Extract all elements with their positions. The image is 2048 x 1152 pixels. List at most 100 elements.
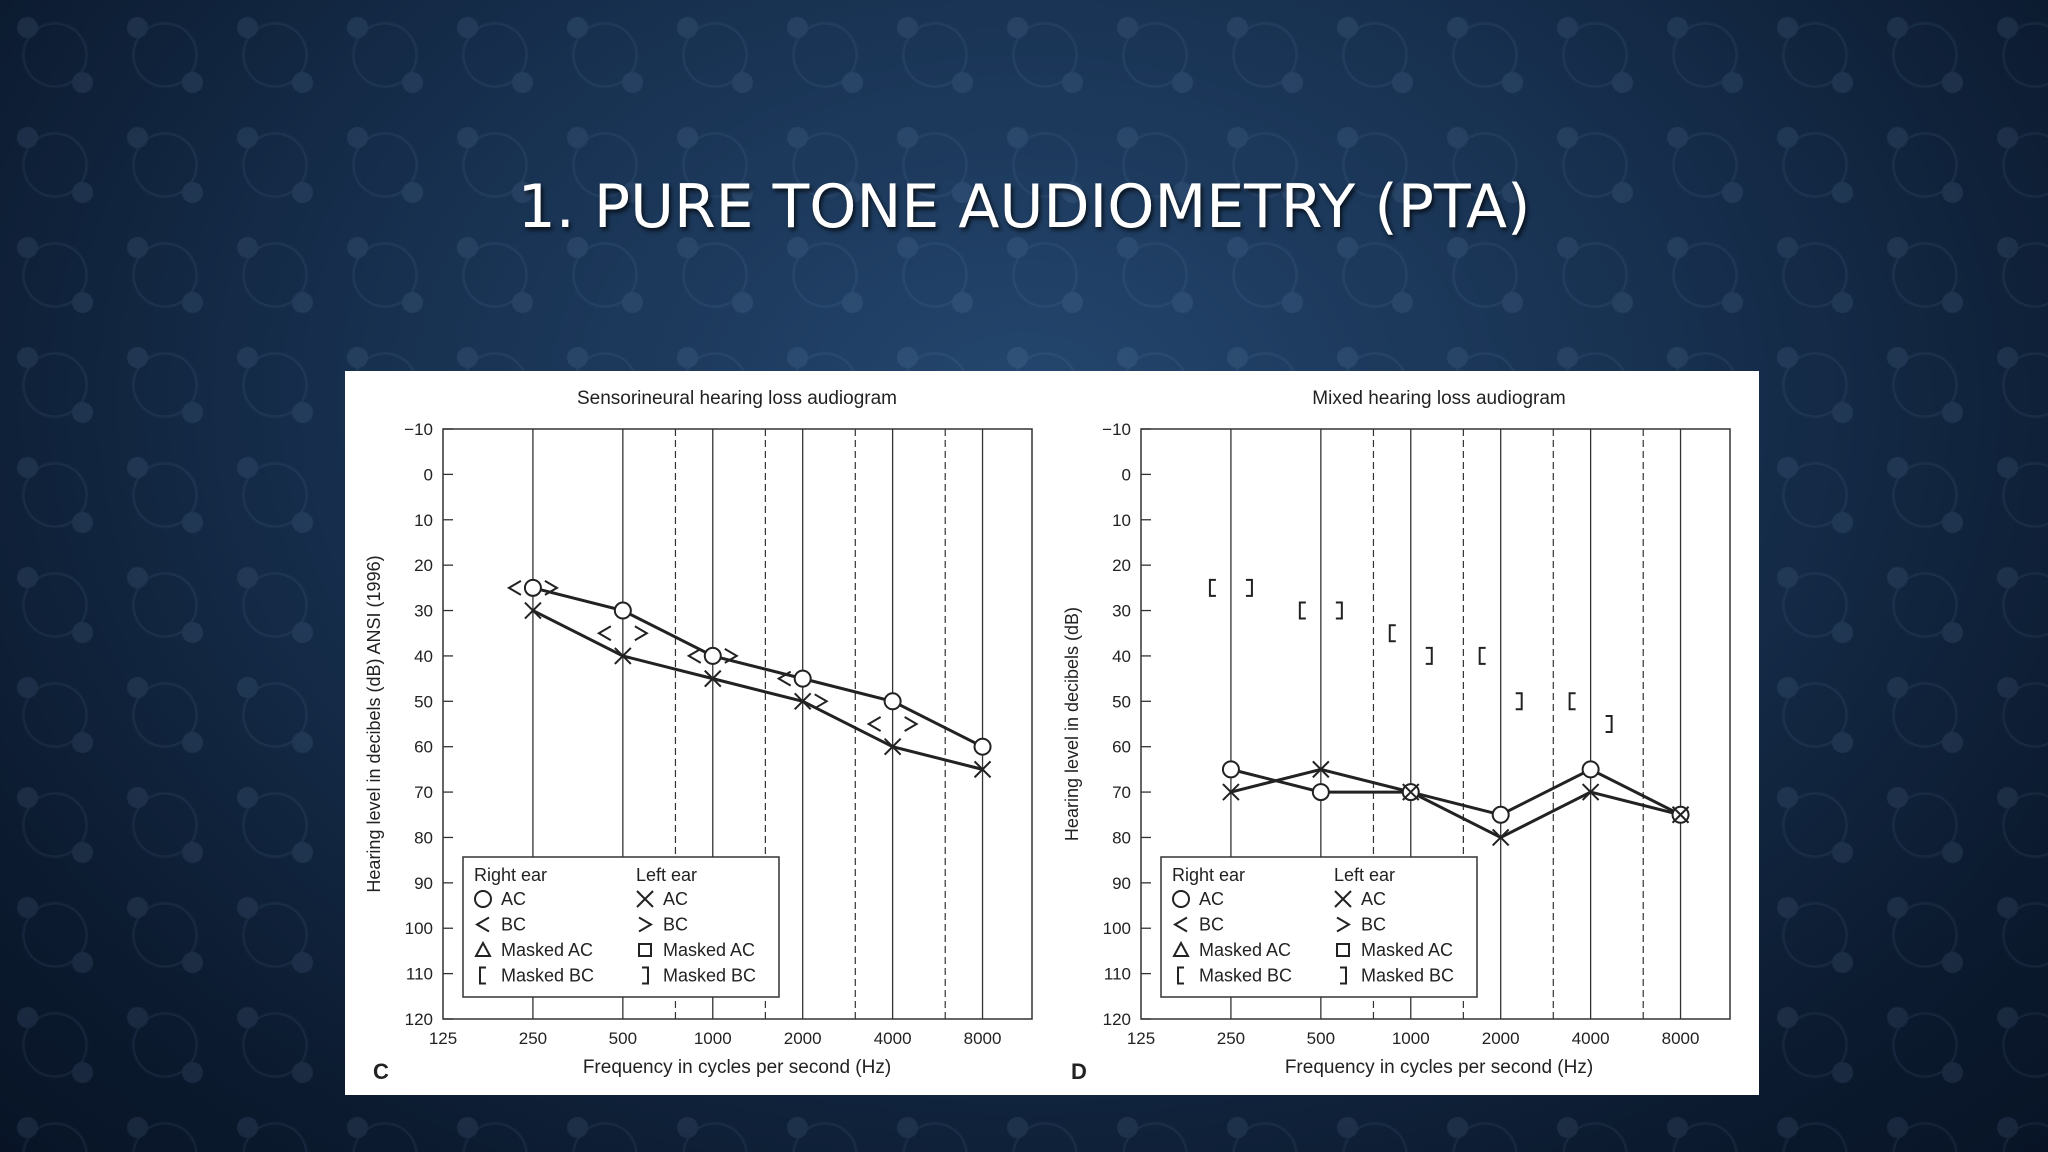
y-tick-label: 10 <box>1112 511 1131 530</box>
legend-symbol <box>638 943 652 957</box>
x-tick-label: 250 <box>1217 1029 1245 1048</box>
legend-box <box>1160 856 1478 998</box>
data-point-circle <box>523 578 542 597</box>
legend-header-left-ear: Left ear <box>1334 865 1395 885</box>
y-tick-label: 50 <box>414 692 433 711</box>
legend-item-label: AC <box>501 889 526 909</box>
data-point-gt <box>544 579 559 596</box>
y-tick-label: 20 <box>414 556 433 575</box>
data-point-gt <box>814 693 829 710</box>
legend-item-label: Masked AC <box>663 940 755 960</box>
data-point-circle <box>703 646 722 665</box>
x-tick-label: 4000 <box>1572 1029 1610 1048</box>
series-line <box>532 609 983 771</box>
data-point-lbracket <box>1478 646 1486 665</box>
legend-symbol <box>1336 943 1350 957</box>
y-tick-label: 10 <box>414 511 433 530</box>
data-point-cross <box>704 669 722 688</box>
legend-symbol <box>636 890 654 908</box>
y-tick-label: 100 <box>1103 919 1131 938</box>
data-point-cross <box>1491 828 1510 847</box>
y-tick-label: −10 <box>1102 420 1131 439</box>
panel-letter: C <box>373 1059 389 1084</box>
data-point-circle <box>1581 760 1600 779</box>
x-tick-label: 250 <box>519 1029 547 1048</box>
legend-symbol <box>475 916 490 933</box>
legend-item-label: Masked BC <box>1199 966 1292 986</box>
y-tick-label: 20 <box>1112 556 1131 575</box>
y-tick-label: 60 <box>1112 738 1131 757</box>
legend-item-label: Masked BC <box>501 966 594 986</box>
data-point-lbracket <box>1388 624 1396 643</box>
data-point-cross <box>1671 806 1690 824</box>
data-point-cross <box>1402 783 1420 801</box>
legend-symbol <box>479 966 486 985</box>
legend-item-label: Masked AC <box>1199 940 1291 960</box>
legend-symbol <box>1336 916 1351 933</box>
data-point-circle <box>1221 760 1240 779</box>
x-tick-label: 1000 <box>1392 1029 1430 1048</box>
legend-symbol <box>1177 966 1184 985</box>
x-axis-label: Frequency in cycles per second (Hz) <box>1285 1057 1593 1078</box>
data-point-lt <box>866 716 882 732</box>
data-point-lt <box>776 670 792 687</box>
data-point-circle <box>883 692 902 711</box>
series-line <box>1230 767 1681 840</box>
x-tick-label: 500 <box>1307 1029 1335 1048</box>
data-point-cross <box>1222 783 1240 801</box>
legend-symbol <box>638 916 653 933</box>
x-tick-label: 125 <box>429 1029 457 1048</box>
legend-symbol <box>474 890 492 908</box>
data-point-circle <box>1491 805 1510 824</box>
data-point-lt <box>596 625 612 642</box>
data-point-circle <box>613 601 632 620</box>
data-point-cross <box>524 601 542 620</box>
y-tick-label: 80 <box>1112 828 1131 847</box>
legend-header-left-ear: Left ear <box>636 865 697 885</box>
panel-letter: D <box>1071 1059 1087 1084</box>
y-tick-label: 70 <box>1112 783 1131 802</box>
data-point-gt <box>904 716 919 732</box>
data-point-cross <box>1581 783 1600 801</box>
data-point-lt <box>686 648 702 664</box>
chart-title: Mixed hearing loss audiogram <box>1312 388 1565 409</box>
data-point-cross <box>793 692 812 711</box>
x-tick-label: 1000 <box>694 1029 732 1048</box>
y-tick-label: 110 <box>1104 965 1131 984</box>
y-tick-label: 0 <box>1122 465 1131 484</box>
legend-symbol <box>474 940 492 957</box>
data-point-rbracket <box>1335 601 1343 620</box>
legend-symbol <box>1173 916 1188 933</box>
chart-title: Sensorineural hearing loss audiogram <box>577 388 897 409</box>
y-tick-label: 100 <box>405 919 433 938</box>
x-tick-label: 8000 <box>1662 1029 1700 1048</box>
legend-box <box>462 856 780 998</box>
y-tick-label: 40 <box>1112 647 1131 666</box>
y-tick-label: 110 <box>406 965 433 984</box>
legend-symbol <box>1172 940 1190 957</box>
legend-header-right-ear: Right ear <box>474 865 547 885</box>
legend-item-label: BC <box>1361 915 1386 935</box>
y-tick-label: 60 <box>414 738 433 757</box>
plot-frame <box>442 428 1033 1020</box>
legend-item-label: AC <box>663 889 688 909</box>
data-point-lbracket <box>1568 692 1576 711</box>
legend-item-label: Masked BC <box>663 966 756 986</box>
data-point-rbracket <box>1425 646 1433 665</box>
legend-item-label: BC <box>1199 915 1224 935</box>
y-tick-label: 40 <box>414 647 433 666</box>
data-point-circle <box>1311 783 1330 802</box>
y-axis-label: Hearing level in decibels (dB) <box>1062 607 1082 841</box>
plot-frame <box>1140 428 1731 1020</box>
data-point-gt <box>724 648 739 664</box>
legend-item-label: Masked BC <box>1361 966 1454 986</box>
y-tick-label: 120 <box>405 1010 433 1029</box>
legend-item-label: BC <box>663 915 688 935</box>
series-line <box>532 586 984 749</box>
y-tick-label: 80 <box>414 828 433 847</box>
data-point-gt <box>634 625 649 642</box>
legend-symbol <box>1172 890 1190 908</box>
